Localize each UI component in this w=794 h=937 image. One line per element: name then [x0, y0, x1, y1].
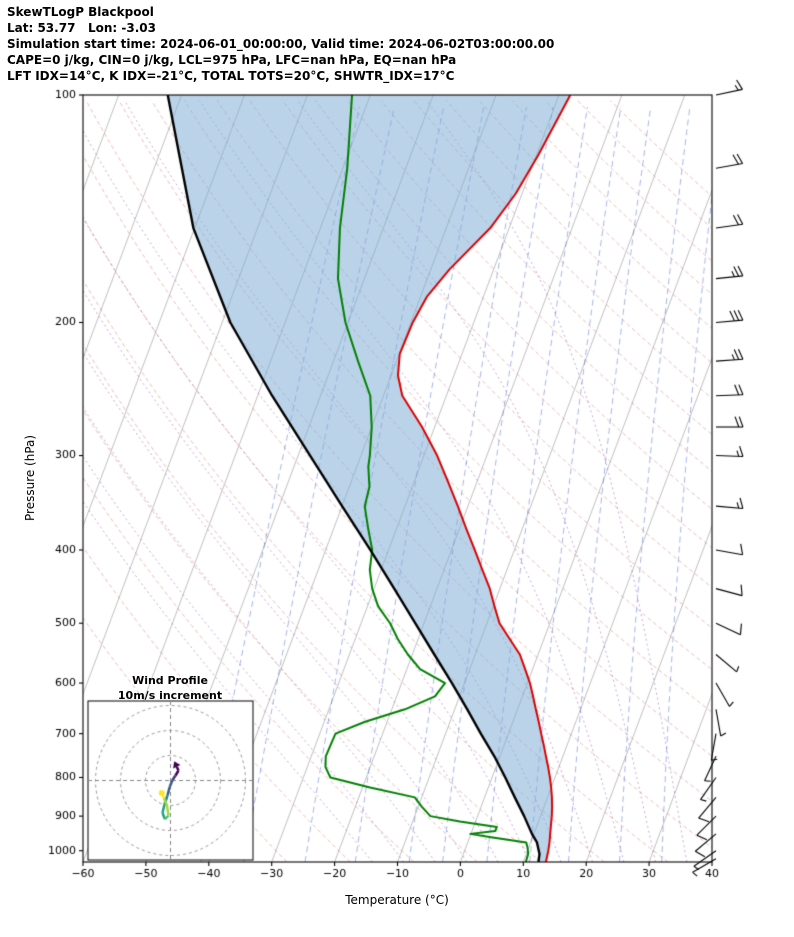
x-axis-label: Temperature (°C): [345, 893, 449, 907]
latlon-line: Lat: 53.77 Lon: -3.03: [7, 21, 156, 35]
header: SkewTLogP Blackpool Lat: 53.77 Lon: -3.0…: [7, 4, 554, 84]
stability-indices-line: LFT IDX=14°C, K IDX=-21°C, TOTAL TOTS=20…: [7, 69, 455, 83]
y-axis-label: Pressure (hPa): [23, 434, 37, 522]
cape-indices-line: CAPE=0 j/kg, CIN=0 j/kg, LCL=975 hPa, LF…: [7, 53, 457, 67]
simtime-line: Simulation start time: 2024-06-01_00:00:…: [7, 37, 555, 51]
hodograph-title: Wind Profile: [132, 674, 208, 687]
chart-title: SkewTLogP Blackpool: [7, 5, 154, 19]
hodograph-subtitle: 10m/s increment: [117, 689, 223, 702]
